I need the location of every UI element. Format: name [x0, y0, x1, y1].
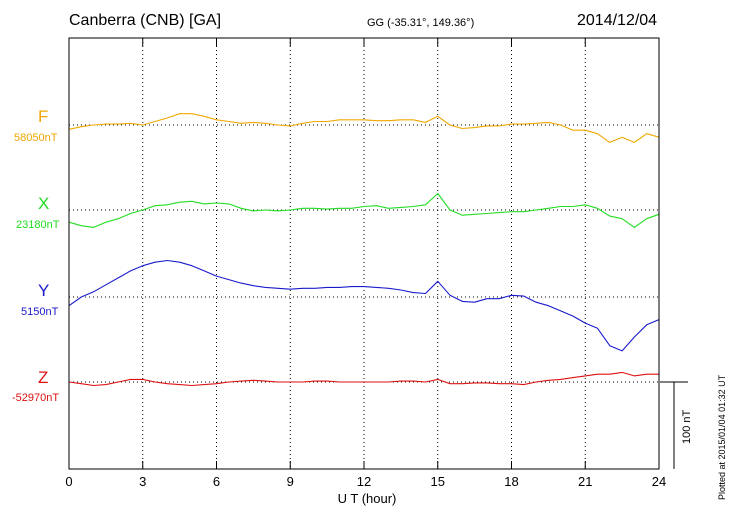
x-tick-label-3: 3 [139, 474, 146, 489]
x-tick-label-24: 24 [652, 474, 666, 489]
x-tick-label-18: 18 [504, 474, 518, 489]
series-line-X [68, 192, 660, 228]
scale-bar [660, 381, 688, 469]
baseline-Y: 5150nT [21, 306, 59, 318]
baseline-Z: -52970nT [12, 392, 60, 404]
series-line-F [68, 113, 660, 143]
plot-date: 2014/12/04 [577, 12, 658, 29]
station-coords: GG (-35.31°, 149.36°) [367, 17, 475, 29]
label-Y: Y [38, 281, 50, 300]
x-tick-label-15: 15 [431, 474, 445, 489]
x-tick-label-12: 12 [357, 474, 371, 489]
label-F: F [38, 107, 49, 126]
scale-bar-label: 100 nT [681, 409, 693, 444]
baseline-X: 23180nT [16, 219, 60, 231]
label-X: X [38, 194, 50, 213]
x-tick-label-9: 9 [287, 474, 294, 489]
x-axis-title: U T (hour) [338, 491, 397, 506]
baseline-F: 58050nT [14, 132, 58, 144]
station-title: Canberra (CNB) [GA] [69, 12, 222, 29]
series-lines [68, 113, 660, 387]
x-tick-label-21: 21 [578, 474, 592, 489]
grid-lines [69, 38, 659, 469]
label-Z: Z [38, 368, 49, 387]
x-tick-marks: 0 3 6 9 12 15 18 21 24 [65, 38, 666, 489]
x-tick-label-0: 0 [65, 474, 72, 489]
x-tick-label-6: 6 [213, 474, 220, 489]
series-line-Y [68, 259, 660, 352]
series-line-Z [68, 371, 659, 387]
plotted-timestamp: Plotted at 2015/01/04 01:32 UT [717, 374, 727, 500]
